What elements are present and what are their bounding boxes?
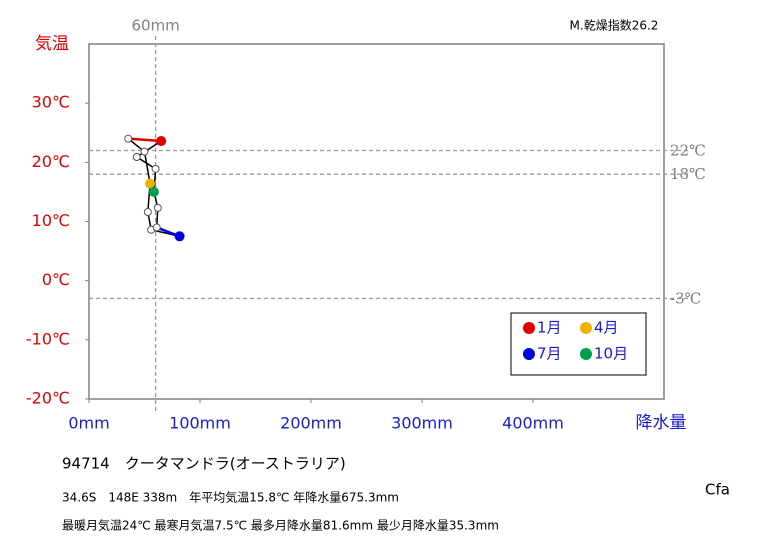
month-segment (128, 137, 162, 143)
y-tick-label: 30℃ (32, 93, 70, 112)
month-point (152, 223, 161, 232)
y-tick-label: 0℃ (42, 270, 70, 289)
month-point (124, 134, 133, 143)
legend-swatch (523, 322, 535, 334)
month-point (140, 147, 149, 156)
x-tick-label: 300mm (391, 414, 453, 433)
x-tick-label: 0mm (68, 414, 109, 433)
month-point (132, 153, 141, 162)
y-tick-label: 20℃ (32, 152, 70, 171)
info-line: 最暖月気温24℃ 最寒月気温7.5℃ 最多月降水量81.6mm 最少月降水量35… (62, 518, 499, 533)
month-point (174, 231, 185, 242)
y-tick-label: 10℃ (32, 211, 70, 230)
x-tick-label: 400mm (502, 414, 564, 433)
legend-swatch (523, 348, 535, 360)
y-axis-label: 気温 (35, 34, 69, 54)
y-tick-label: -20℃ (26, 389, 70, 408)
legend-label: 1月 (537, 319, 562, 337)
annotation: M.乾燥指数26.2 (570, 18, 659, 33)
legend-swatch (580, 348, 592, 360)
reference-label: -3℃ (670, 289, 701, 307)
month-segment (143, 151, 151, 184)
month-point (151, 164, 160, 173)
reference-label: 60mm (131, 17, 179, 35)
legend-label: 4月 (594, 319, 619, 337)
climate-class: Cfa (705, 481, 730, 499)
y-tick-label: -10℃ (26, 329, 70, 348)
legend-box (510, 312, 647, 376)
station: 94714 クータマンドラ(オーストラリア) (62, 455, 346, 473)
legend-swatch (580, 322, 592, 334)
month-point (153, 203, 162, 212)
x-tick-label: 100mm (169, 414, 231, 433)
x-tick-label: 200mm (280, 414, 342, 433)
month-point (148, 186, 159, 197)
x-axis-label: 降水量 (636, 413, 687, 433)
month-point (143, 208, 152, 217)
info-line: 34.6S 148E 338m 年平均気温15.8℃ 年降水量675.3mm (62, 490, 399, 505)
legend-label: 7月 (537, 345, 562, 363)
month-point (156, 136, 167, 147)
reference-label: 22℃ (670, 142, 706, 160)
month-point (145, 178, 156, 189)
legend-label: 10月 (594, 345, 628, 363)
reference-label: 18℃ (670, 165, 706, 183)
